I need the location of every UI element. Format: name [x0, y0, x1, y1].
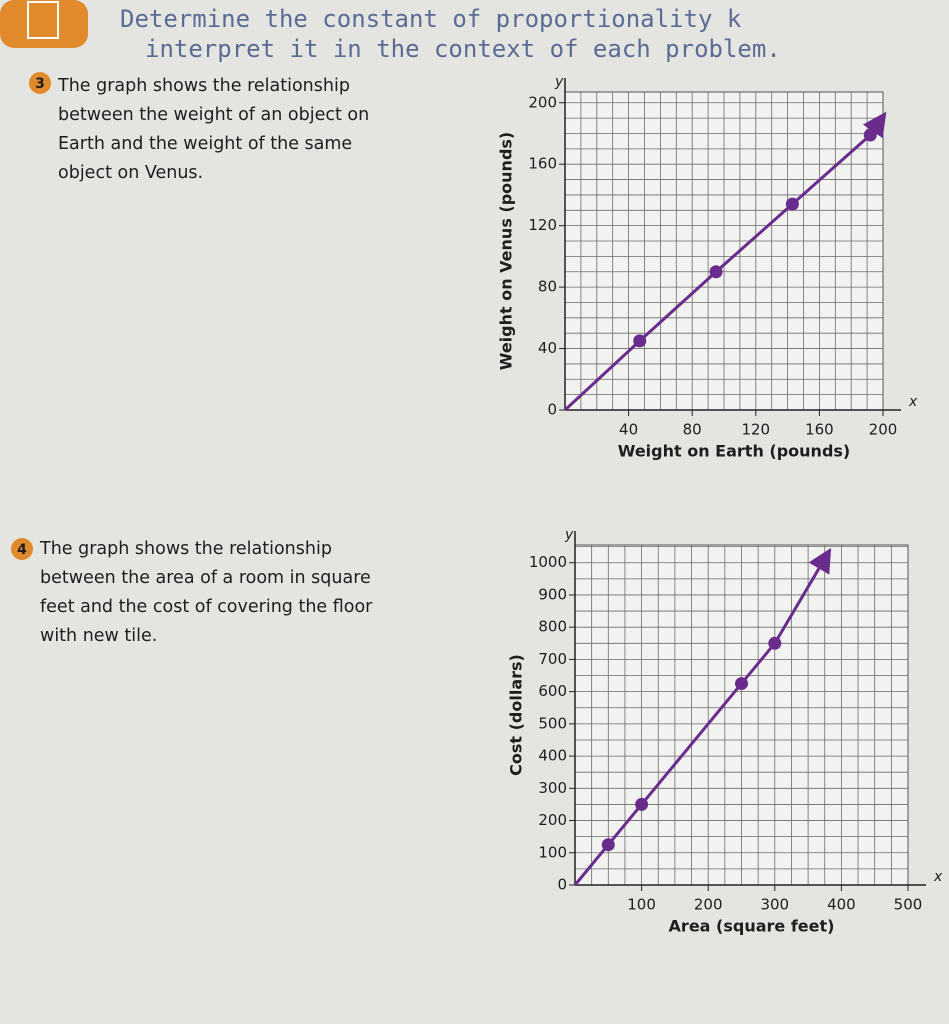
x-tick-label: 500 — [894, 896, 923, 914]
y-tick-label: 120 — [528, 216, 557, 234]
y-tick-label: 500 — [538, 714, 567, 732]
x-tick-label: 400 — [827, 896, 856, 914]
icon — [27, 1, 59, 39]
problem-text: object on Venus. — [58, 163, 203, 183]
point — [635, 797, 649, 811]
y-tick-label: 300 — [538, 779, 567, 797]
y-axis-title: Weight on Venus (pounds) — [497, 132, 516, 371]
problem-number: 3 — [35, 76, 45, 92]
y-axis-title: Cost (dollars) — [507, 654, 526, 776]
point — [735, 677, 748, 691]
x-axis-letter: x — [908, 394, 918, 410]
y-tick-label: 160 — [528, 155, 557, 173]
y-axis-letter: y — [564, 527, 574, 543]
x-axis-letter: x — [933, 869, 943, 885]
x-tick-label: 80 — [683, 421, 702, 439]
y-tick-label: 0 — [547, 401, 557, 419]
y-tick-label: 600 — [538, 682, 567, 700]
point — [863, 128, 877, 142]
icon-badge — [0, 0, 88, 48]
y-tick-label: 0 — [557, 876, 567, 894]
x-tick-label: 160 — [805, 421, 834, 439]
problem-text: between the area of a room in square — [40, 568, 371, 588]
handwritten-line: Determine the constant of proportionalit… — [120, 5, 742, 33]
x-tick-label: 200 — [869, 421, 898, 439]
point — [768, 636, 782, 650]
y-axis-letter: y — [554, 74, 564, 90]
problem-number: 4 — [17, 542, 27, 558]
x-tick-label: 100 — [627, 896, 656, 914]
y-tick-label: 700 — [538, 650, 567, 668]
problem-number-badge — [29, 72, 51, 94]
line — [573, 547, 832, 886]
y-tick-label: 800 — [538, 618, 567, 636]
point — [709, 265, 723, 279]
point — [633, 334, 647, 348]
problem-text: with new tile. — [40, 626, 157, 646]
problem-text: Earth and the weight of the same — [58, 134, 352, 154]
y-tick-label: 1000 — [529, 553, 567, 571]
y-tick-label: 200 — [528, 93, 557, 111]
x-tick-label: 300 — [760, 896, 789, 914]
handwritten-line: interpret it in the context of each prob… — [145, 35, 781, 63]
problem-text: The graph shows the relationship — [57, 76, 350, 96]
problem-text: between the weight of an object on — [58, 105, 369, 125]
y-tick-label: 900 — [538, 585, 567, 603]
x-tick-label: 120 — [741, 421, 770, 439]
problem-text: feet and the cost of covering the floor — [40, 597, 373, 617]
x-tick-label: 200 — [694, 896, 723, 914]
y-tick-label: 200 — [538, 811, 567, 829]
y-tick-label: 400 — [538, 747, 567, 765]
point — [601, 838, 615, 852]
y-tick-label: 80 — [538, 278, 557, 296]
x-axis-title: Weight on Earth (pounds) — [618, 442, 850, 461]
y-tick-label: 40 — [538, 339, 557, 357]
x-tick-label: 40 — [619, 421, 638, 439]
y-tick-label: 100 — [538, 843, 567, 861]
point — [785, 197, 799, 211]
problem-number-badge — [11, 538, 33, 560]
x-axis-title: Area (square feet) — [669, 917, 835, 936]
problem-text: The graph shows the relationship — [39, 539, 332, 559]
